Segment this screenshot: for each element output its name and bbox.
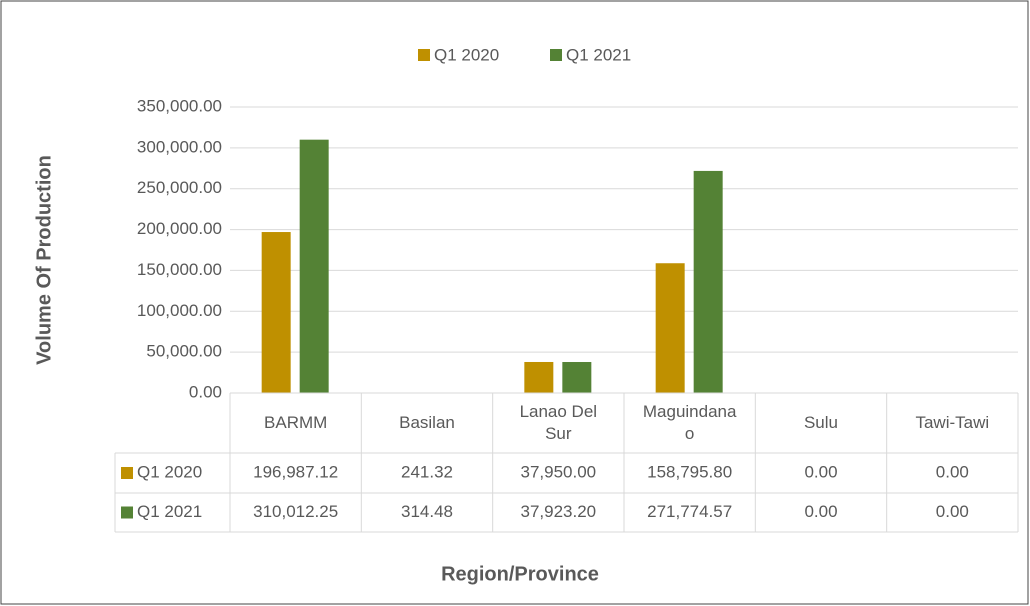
y-tick-label: 0.00 <box>189 382 222 401</box>
x-tick-label: Lanao Del Sur <box>519 402 598 443</box>
y-tick-label: 150,000.00 <box>137 260 222 279</box>
x-tick-label-box: BARMM <box>264 413 328 432</box>
legend-label: Q1 2020 <box>434 45 499 64</box>
table-value: 0.00 <box>936 502 969 521</box>
bar <box>299 139 329 393</box>
x-tick-label-box: Lanao Del Sur <box>519 402 598 443</box>
table-value: 37,923.20 <box>521 502 597 521</box>
bar <box>524 361 554 393</box>
table-value: 271,774.57 <box>647 502 732 521</box>
y-tick-label: 250,000.00 <box>137 178 222 197</box>
table-value: 196,987.12 <box>253 462 338 481</box>
legend-label: Q1 2021 <box>566 45 631 64</box>
y-tick-label: 200,000.00 <box>137 219 222 238</box>
x-tick-label: Sulu <box>803 413 838 432</box>
x-tick-label: Tawi-Tawi <box>915 413 990 432</box>
bar <box>655 263 685 393</box>
y-tick-label: 350,000.00 <box>137 96 222 115</box>
table-value: 0.00 <box>804 502 837 521</box>
table-value: 241.32 <box>401 462 453 481</box>
x-tick-label: Basilan <box>399 413 455 432</box>
x-tick-label: Maguindanao <box>642 402 737 443</box>
legend-swatch <box>121 467 133 479</box>
x-tick-label-box: Tawi-Tawi <box>915 413 990 432</box>
x-tick-label-box: Sulu <box>803 413 838 432</box>
table-value: 0.00 <box>804 462 837 481</box>
legend-swatch <box>550 49 562 61</box>
table-series-label: Q1 2020 <box>137 462 202 481</box>
x-axis-title: Region/Province <box>441 563 599 585</box>
table-value: 314.48 <box>401 502 453 521</box>
x-tick-label-box: Maguindanao <box>642 402 737 443</box>
y-axis-title: Volume Of Production <box>33 155 55 365</box>
table-series-label: Q1 2021 <box>137 502 202 521</box>
legend-swatch <box>418 49 430 61</box>
bar <box>562 362 592 393</box>
table-value: 158,795.80 <box>647 462 732 481</box>
bar <box>693 170 723 393</box>
table-value: 0.00 <box>936 462 969 481</box>
y-tick-label: 300,000.00 <box>137 137 222 156</box>
y-tick-label: 100,000.00 <box>137 301 222 320</box>
table-value: 37,950.00 <box>521 462 597 481</box>
x-tick-label-box: Basilan <box>399 413 455 432</box>
bar <box>261 232 291 393</box>
x-tick-label: BARMM <box>264 413 328 432</box>
y-tick-label: 50,000.00 <box>146 342 222 361</box>
legend-swatch <box>121 506 133 519</box>
table-value: 310,012.25 <box>253 502 338 521</box>
